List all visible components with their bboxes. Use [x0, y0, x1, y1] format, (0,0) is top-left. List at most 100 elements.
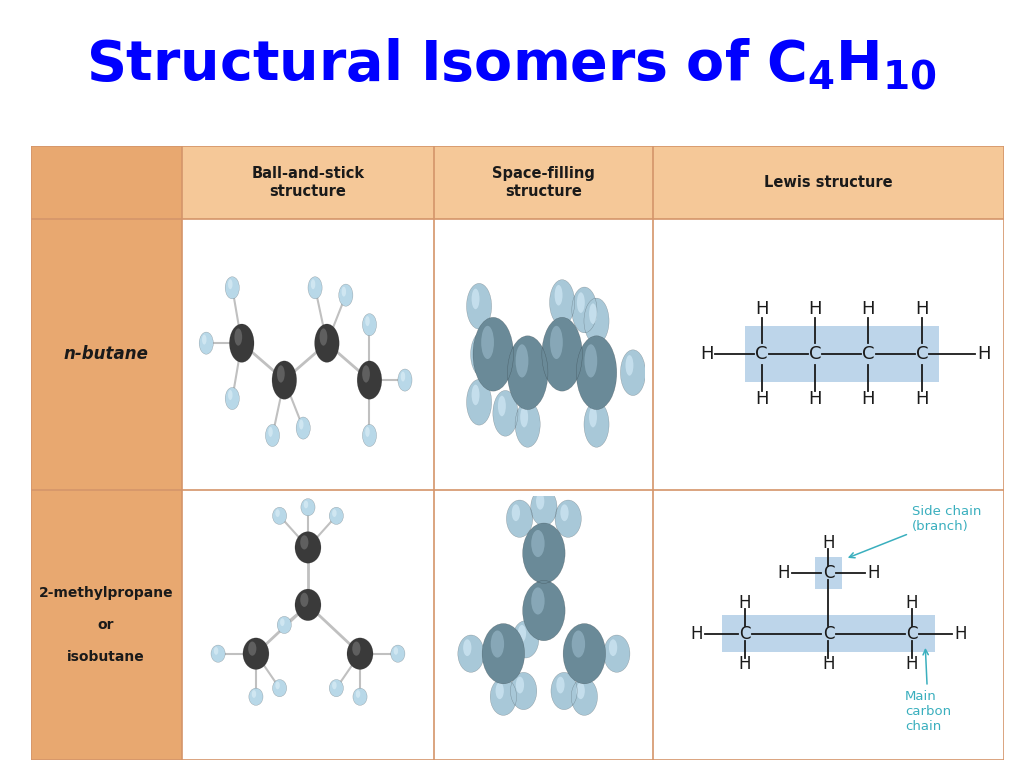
Ellipse shape [609, 639, 617, 656]
Ellipse shape [531, 530, 545, 557]
Text: C: C [862, 346, 874, 363]
Ellipse shape [621, 349, 645, 396]
Ellipse shape [555, 285, 562, 306]
Ellipse shape [355, 690, 360, 698]
Ellipse shape [472, 289, 479, 310]
Ellipse shape [482, 624, 524, 684]
Text: C: C [809, 346, 821, 363]
Ellipse shape [560, 505, 568, 521]
Ellipse shape [400, 372, 406, 382]
Ellipse shape [512, 505, 520, 521]
Ellipse shape [516, 677, 524, 694]
Ellipse shape [577, 293, 585, 313]
Ellipse shape [490, 631, 504, 657]
Ellipse shape [330, 507, 343, 525]
Ellipse shape [584, 402, 609, 447]
Ellipse shape [278, 366, 285, 382]
Text: H: H [867, 564, 880, 582]
Ellipse shape [243, 638, 269, 670]
Ellipse shape [542, 317, 583, 391]
Ellipse shape [490, 678, 516, 716]
Text: $\bf{Structural\ Isomers\ of\ C_4H_{10}}$: $\bf{Structural\ Isomers\ of\ C_4H_{10}}… [86, 38, 938, 93]
Ellipse shape [225, 276, 240, 299]
Ellipse shape [275, 681, 280, 689]
Ellipse shape [304, 501, 308, 508]
Ellipse shape [295, 531, 321, 563]
Ellipse shape [252, 690, 256, 698]
Ellipse shape [249, 688, 263, 705]
Ellipse shape [265, 425, 280, 446]
Text: H: H [905, 594, 919, 612]
Ellipse shape [481, 326, 494, 359]
Text: H: H [822, 655, 835, 673]
Ellipse shape [229, 324, 254, 362]
Ellipse shape [202, 335, 207, 345]
Ellipse shape [508, 336, 548, 409]
Text: H: H [822, 534, 835, 552]
Ellipse shape [296, 417, 310, 439]
FancyBboxPatch shape [815, 558, 842, 589]
Ellipse shape [550, 280, 574, 326]
Text: H: H [954, 624, 967, 643]
Ellipse shape [476, 336, 483, 357]
Ellipse shape [362, 425, 377, 446]
Ellipse shape [248, 641, 256, 656]
Text: H: H [808, 300, 822, 318]
Ellipse shape [550, 326, 563, 359]
Text: H: H [738, 594, 752, 612]
Ellipse shape [353, 688, 368, 705]
Ellipse shape [214, 647, 218, 655]
Text: H: H [915, 390, 929, 409]
Ellipse shape [522, 581, 565, 641]
Ellipse shape [281, 618, 285, 626]
Ellipse shape [228, 390, 232, 400]
Ellipse shape [603, 635, 630, 672]
Ellipse shape [522, 523, 565, 584]
Text: H: H [699, 346, 714, 363]
Ellipse shape [512, 621, 539, 658]
Ellipse shape [362, 313, 377, 336]
Ellipse shape [362, 366, 370, 382]
Ellipse shape [300, 593, 308, 607]
Ellipse shape [551, 672, 578, 710]
Ellipse shape [234, 329, 242, 346]
Ellipse shape [393, 647, 398, 655]
Text: H: H [738, 655, 752, 673]
Ellipse shape [332, 681, 337, 689]
Text: H: H [862, 390, 876, 409]
Ellipse shape [301, 498, 315, 516]
Ellipse shape [308, 276, 323, 299]
Text: Main
carbon
chain: Main carbon chain [905, 650, 951, 733]
Ellipse shape [295, 589, 321, 621]
Ellipse shape [472, 385, 479, 406]
Bar [31, 146, 1004, 219]
Ellipse shape [473, 317, 513, 391]
Text: H: H [690, 624, 702, 643]
Ellipse shape [507, 500, 532, 538]
Ellipse shape [493, 390, 518, 436]
Ellipse shape [272, 507, 287, 525]
Ellipse shape [319, 329, 328, 346]
Bar [31, 146, 181, 760]
Ellipse shape [471, 331, 496, 377]
Ellipse shape [391, 645, 404, 662]
Ellipse shape [531, 588, 545, 614]
Text: C: C [756, 346, 768, 363]
Ellipse shape [199, 332, 213, 354]
Ellipse shape [589, 303, 597, 324]
Ellipse shape [571, 678, 598, 716]
Ellipse shape [626, 355, 634, 376]
Ellipse shape [228, 280, 232, 290]
Ellipse shape [366, 316, 370, 326]
Text: C: C [915, 346, 928, 363]
Ellipse shape [272, 361, 297, 399]
Ellipse shape [339, 284, 353, 306]
Ellipse shape [342, 286, 346, 296]
Text: 2-methylpropane

or

isobutane: 2-methylpropane or isobutane [39, 585, 173, 664]
Ellipse shape [458, 635, 484, 672]
Text: H: H [777, 564, 790, 582]
Text: C: C [822, 564, 835, 582]
Ellipse shape [330, 680, 343, 697]
Ellipse shape [518, 625, 526, 642]
FancyBboxPatch shape [722, 615, 935, 652]
